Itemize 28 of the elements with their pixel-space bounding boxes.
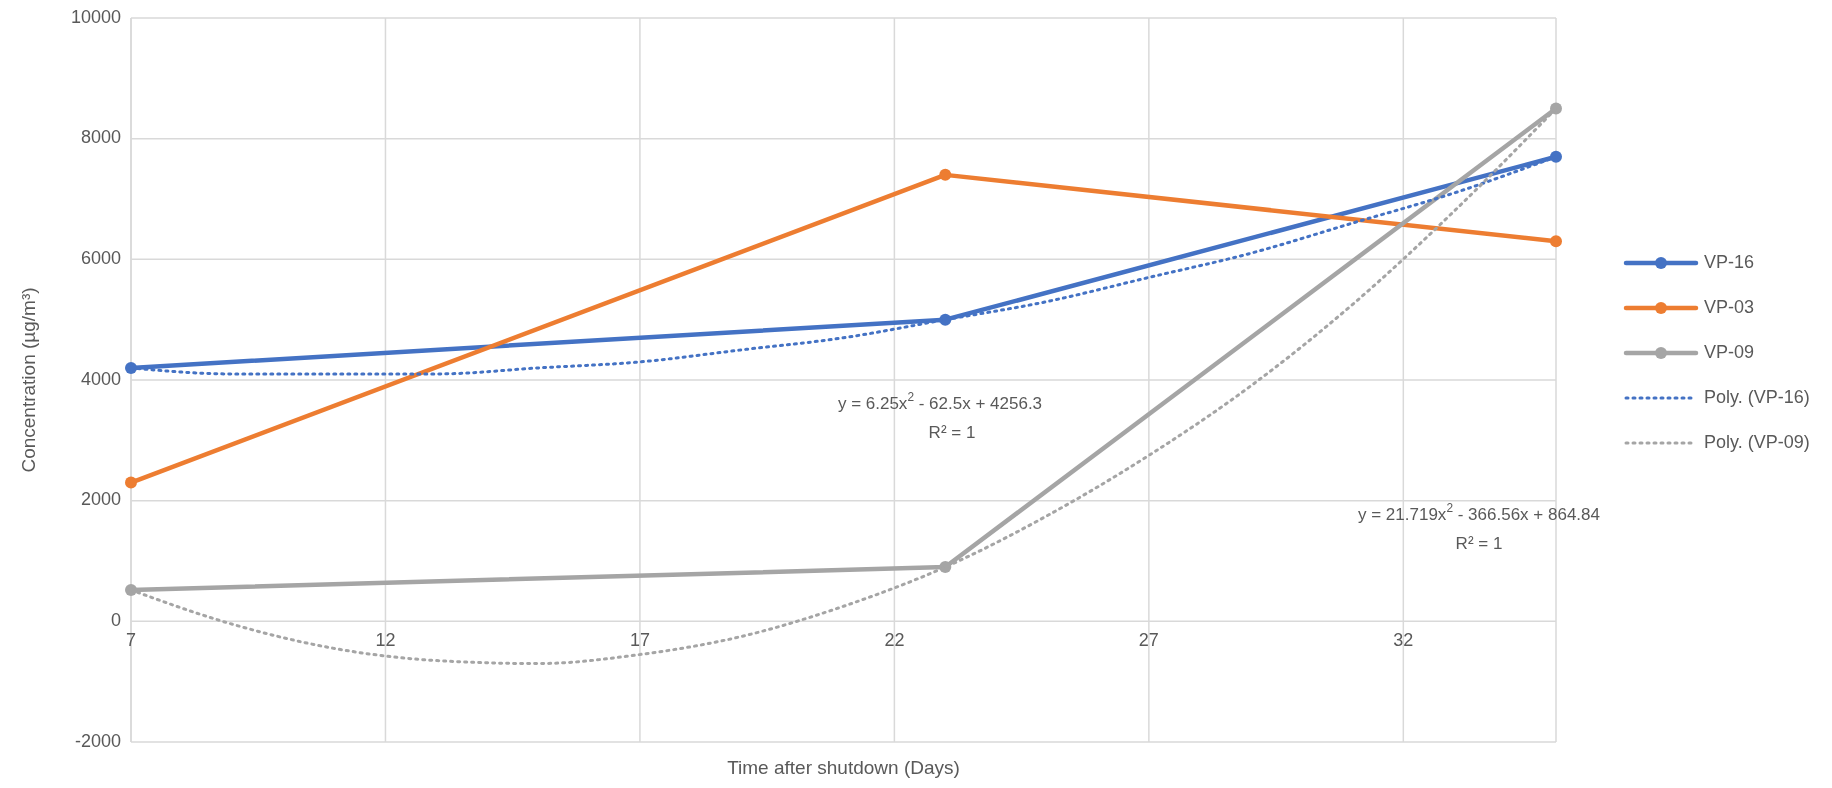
x-tick-label: 27 xyxy=(1138,630,1159,651)
y-tick-label: 6000 xyxy=(80,248,121,269)
annotation: R² = 1 xyxy=(1455,534,1503,554)
x-tick-label: 32 xyxy=(1393,630,1414,651)
point xyxy=(125,476,137,489)
point xyxy=(939,168,952,181)
legend-label: VP-16 xyxy=(1704,251,1755,272)
x-tick-label: 7 xyxy=(125,630,137,651)
x-tick-label: 12 xyxy=(375,630,396,651)
legend-label: VP-09 xyxy=(1704,341,1755,362)
annotation: R² = 1 xyxy=(928,423,976,443)
point xyxy=(125,361,137,374)
y-tick-label: 2000 xyxy=(80,489,121,510)
legend-label: VP-03 xyxy=(1704,296,1755,317)
y-tick-label: 10000 xyxy=(70,6,121,27)
x-tick-label: 22 xyxy=(884,630,905,651)
x-tick-label: 17 xyxy=(629,630,650,651)
y-tick-label: -2000 xyxy=(74,730,121,751)
legend-label: Poly. (VP-09) xyxy=(1704,431,1810,452)
x-axis-title: Time after shutdown (Days) xyxy=(727,757,960,778)
annotation: y = 6.25x$^{2}$ - 62.5x + 4256.3 xyxy=(837,390,1043,414)
point xyxy=(1550,235,1562,248)
y-tick-label: 4000 xyxy=(80,368,121,389)
y-axis-title: Concentration (µg/m³) xyxy=(18,287,40,473)
y-tick-label: 8000 xyxy=(80,127,121,148)
annotation: y = 21.719x$^{2}$ - 366.56x + 864.84 xyxy=(1358,501,1600,525)
y-tick-label: 0 xyxy=(110,610,121,631)
legend-label: Poly. (VP-16) xyxy=(1704,386,1810,407)
